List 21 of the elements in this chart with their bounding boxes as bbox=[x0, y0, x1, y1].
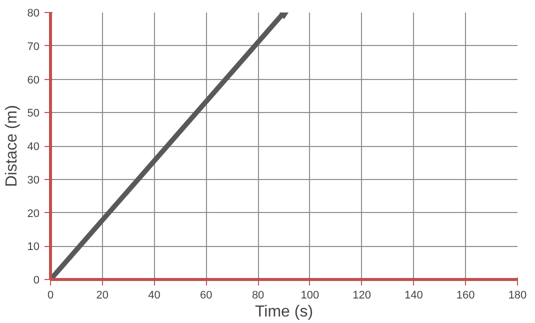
x-tick-label: 180 bbox=[508, 290, 527, 302]
x-tick-label: 120 bbox=[352, 290, 372, 302]
x-axis-title: Time (s) bbox=[254, 304, 314, 320]
y-tick-label: 80 bbox=[27, 8, 40, 20]
y-tick-label: 0 bbox=[33, 274, 40, 286]
x-tick-label: 60 bbox=[200, 290, 212, 302]
y-tick-label: 10 bbox=[27, 241, 40, 254]
x-tick-label: 20 bbox=[96, 290, 109, 302]
x-tick-label: 0 bbox=[47, 290, 54, 302]
y-tick-label: 50 bbox=[27, 108, 40, 120]
x-tick-label: 160 bbox=[456, 290, 475, 302]
y-tick-label: 40 bbox=[27, 141, 40, 153]
y-tick-label: 30 bbox=[27, 174, 40, 186]
x-tick-label: 140 bbox=[404, 290, 423, 302]
y-axis-title: Distace (m) bbox=[3, 105, 20, 187]
y-tick-label: 70 bbox=[27, 40, 40, 53]
x-tick-label: 80 bbox=[252, 290, 264, 302]
x-tick-label: 40 bbox=[148, 290, 160, 302]
y-tick-label: 20 bbox=[27, 208, 40, 220]
y-tick-label: 60 bbox=[27, 74, 40, 86]
x-tick-label: 100 bbox=[300, 290, 320, 302]
